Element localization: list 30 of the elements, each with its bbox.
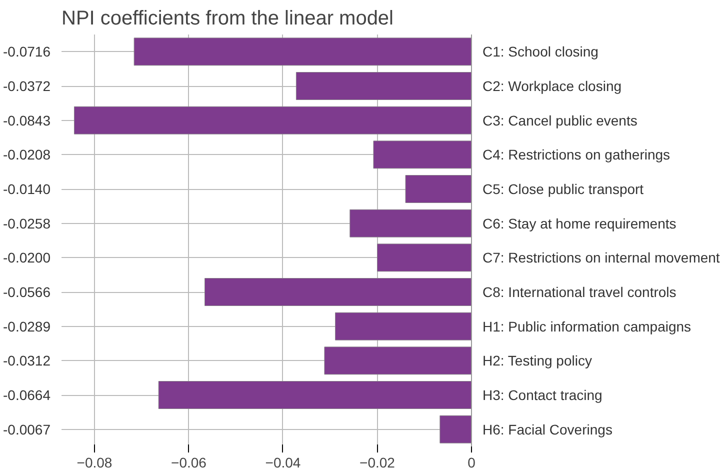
- y-tick-label: C8: International travel controls: [482, 284, 676, 300]
- x-tick-label: 0: [468, 454, 476, 470]
- y-tick-label: C6: Stay at home requirements: [482, 215, 676, 232]
- y-tick-label: C2: Workplace closing: [482, 78, 622, 94]
- y-tick-label: C7: Restrictions on internal movement: [482, 250, 720, 266]
- data-label: -0.0566: [3, 284, 51, 300]
- y-tick-label: H3: Contact tracing: [482, 387, 602, 403]
- data-label: -0.0843: [3, 112, 51, 128]
- data-label: -0.0716: [3, 44, 51, 60]
- data-label: -0.0208: [3, 146, 51, 163]
- chart-title: NPI coefficients from the linear model: [62, 8, 394, 30]
- data-label: -0.0140: [3, 181, 51, 197]
- data-label: -0.0664: [3, 387, 51, 403]
- data-label: -0.0289: [3, 318, 51, 334]
- data-label: -0.0067: [3, 421, 51, 438]
- x-tick-label: −0.04: [265, 454, 301, 470]
- x-tick-label: −0.06: [171, 454, 207, 470]
- y-tick-label: C5: Close public transport: [482, 181, 644, 197]
- data-label: -0.0372: [3, 78, 51, 94]
- data-label: -0.0258: [3, 215, 51, 232]
- data-label: -0.0312: [3, 352, 51, 369]
- x-tick-label: −0.02: [360, 454, 396, 470]
- y-tick-label: C4: Restrictions on gatherings: [482, 146, 670, 163]
- y-tick-label: C3: Cancel public events: [482, 112, 638, 128]
- y-tick-label: H1: Public information campaigns: [482, 318, 692, 334]
- y-tick-label: H6: Facial Coverings: [482, 421, 612, 438]
- x-tick-label: −0.08: [76, 454, 112, 470]
- data-label: -0.0200: [3, 250, 51, 266]
- y-tick-label: H2: Testing policy: [482, 352, 592, 369]
- y-tick-label: C1: School closing: [482, 44, 598, 60]
